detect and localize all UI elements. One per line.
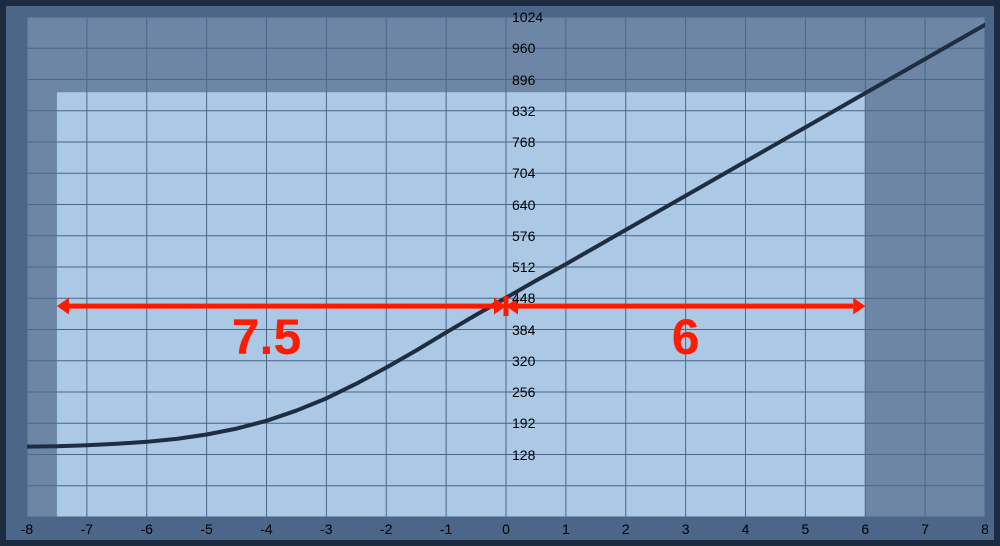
- x-tick-label: 1: [562, 521, 570, 537]
- y-tick-label: 640: [512, 197, 535, 213]
- y-tick-label: 768: [512, 134, 535, 150]
- y-tick-label: 1024: [512, 9, 543, 25]
- y-tick-label: 960: [512, 40, 535, 56]
- arrow-right-head2: [853, 298, 865, 315]
- x-tick-label: -4: [260, 521, 272, 537]
- y-tick-label: 704: [512, 165, 535, 181]
- x-tick-label: 4: [742, 521, 750, 537]
- x-tick-label: 2: [622, 521, 630, 537]
- x-tick-label: 5: [801, 521, 809, 537]
- x-tick-label: -7: [81, 521, 93, 537]
- x-tick-label: 3: [682, 521, 690, 537]
- x-tick-label: 8: [981, 521, 989, 537]
- y-tick-label: 512: [512, 259, 535, 275]
- y-tick-label: 832: [512, 103, 535, 119]
- y-tick-label: 384: [512, 322, 535, 338]
- y-tick-label: 320: [512, 353, 535, 369]
- y-tick-label: 896: [512, 72, 535, 88]
- y-tick-label: 448: [512, 290, 535, 306]
- overlay-svg: [6, 6, 1000, 546]
- y-tick-label: 192: [512, 415, 535, 431]
- chart-frame: 7.5 6 -8 -7 -6 -5 -4 -3 -2 -1 0 1 2 3 4 5 6 7 8 128 192 256…: [0, 0, 1000, 546]
- annotation-right: 6: [672, 308, 700, 366]
- arrow-left-head: [57, 298, 69, 315]
- y-tick-label: 256: [512, 384, 535, 400]
- x-tick-label: -8: [21, 521, 33, 537]
- y-tick-label: 576: [512, 228, 535, 244]
- y-tick-label: 128: [512, 447, 535, 463]
- x-tick-label: -1: [440, 521, 452, 537]
- x-tick-label: 7: [921, 521, 929, 537]
- annotation-left: 7.5: [232, 308, 302, 366]
- x-tick-label: -3: [320, 521, 332, 537]
- x-tick-label: -2: [380, 521, 392, 537]
- x-tick-label: 0: [502, 521, 510, 537]
- x-tick-label: -5: [200, 521, 212, 537]
- x-tick-label: 6: [861, 521, 869, 537]
- x-tick-label: -6: [141, 521, 153, 537]
